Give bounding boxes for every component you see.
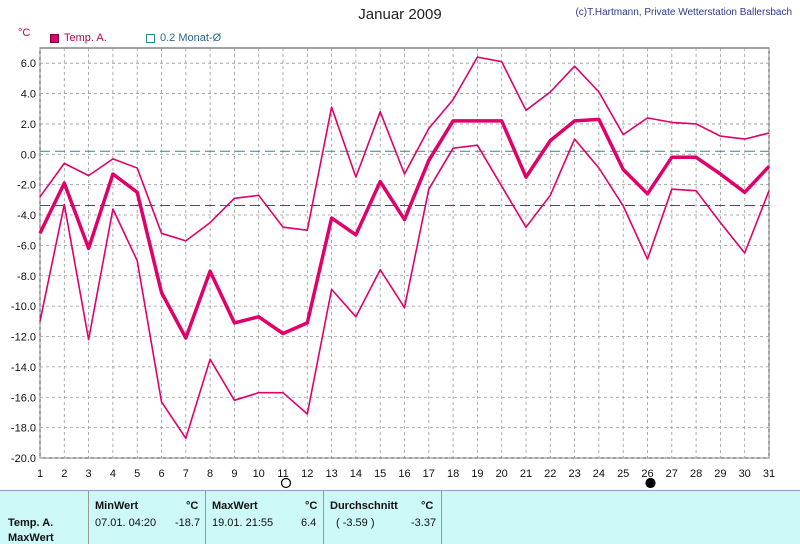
y-tick-label: -20.0	[11, 453, 36, 465]
x-tick-label: 12	[301, 468, 313, 480]
x-tick-label: 29	[714, 468, 726, 480]
x-tick-label: 7	[183, 468, 189, 480]
stats-divider	[205, 491, 206, 544]
y-tick-label: -8.0	[17, 271, 36, 283]
x-tick-label: 21	[520, 468, 532, 480]
new-moon-icon	[645, 477, 656, 489]
stats-row-sublabel: MaxWert	[8, 532, 54, 544]
y-tick-label: 2.0	[21, 119, 36, 131]
x-tick-label: 3	[86, 468, 92, 480]
stats-row-label: Temp. A.	[8, 517, 54, 529]
min-value: -18.7	[175, 517, 201, 529]
x-tick-label: 10	[253, 468, 265, 480]
x-tick-label: 22	[544, 468, 556, 480]
x-tick-label: 2	[61, 468, 67, 480]
avg-unit: °C	[421, 500, 434, 512]
x-tick-label: 16	[398, 468, 410, 480]
x-tick-label: 6	[158, 468, 164, 480]
min-header: MinWert	[95, 500, 139, 512]
y-tick-label: -12.0	[11, 332, 36, 344]
x-tick-label: 25	[617, 468, 629, 480]
x-tick-label: 26	[641, 468, 653, 480]
x-tick-label: 14	[350, 468, 362, 480]
legend-swatch-temp	[50, 33, 59, 43]
x-tick-label: 30	[739, 468, 751, 480]
x-tick-label: 18	[447, 468, 459, 480]
y-tick-label: -4.0	[17, 210, 36, 222]
x-tick-label: 4	[110, 468, 116, 480]
avg-paren-value: ( -3.59 )	[336, 517, 375, 529]
y-tick-label: 6.0	[21, 58, 36, 70]
stats-panel: Temp. A. MaxWert MinWert °C 07.01. 04:20…	[0, 490, 800, 544]
y-tick-label: -14.0	[11, 362, 36, 374]
x-tick-label: 24	[593, 468, 605, 480]
x-tick-label: 20	[496, 468, 508, 480]
y-tick-label: -16.0	[11, 392, 36, 404]
chart-title: Januar 2009	[358, 6, 442, 23]
stats-divider	[323, 491, 324, 544]
x-tick-label: 11	[277, 468, 288, 480]
y-tick-label: 0.0	[21, 149, 36, 161]
x-tick-label: 31	[763, 468, 775, 480]
x-tick-label: 19	[471, 468, 483, 480]
y-tick-label: -18.0	[11, 423, 36, 435]
max-time: 19.01. 21:55	[212, 517, 274, 529]
max-temperature-series	[39, 56, 770, 242]
y-tick-label: 4.0	[21, 89, 36, 101]
y-tick-label: -10.0	[11, 301, 36, 313]
temperature-chart: 1 2 3 4 5 6 7 8 9 10 11 12 13 14 15 16 17 18 19 20 21 22 23 24 2…	[11, 47, 775, 489]
min-time: 07.01. 04:20	[95, 517, 157, 529]
x-tick-label: 1	[37, 468, 43, 480]
legend-swatch-avg	[146, 33, 155, 43]
min-unit: °C	[186, 500, 199, 512]
avg-header: Durchschnitt	[330, 500, 398, 512]
x-tick-label: 15	[374, 468, 386, 480]
x-tick-label: 27	[666, 468, 678, 480]
min-temperature-series	[39, 138, 770, 440]
y-tick-label: -6.0	[17, 240, 36, 252]
legend-item-avg[interactable]: 0.2 Monat-Ø	[146, 32, 221, 44]
credit-text: (c)T.Hartmann, Private Wetterstation Bal…	[575, 7, 792, 18]
stats-divider	[88, 491, 89, 544]
legend-label-avg: 0.2 Monat-Ø	[160, 32, 222, 44]
x-tick-label: 8	[207, 468, 213, 480]
max-value: 6.4	[301, 517, 317, 529]
x-tick-label: 17	[423, 468, 435, 480]
y-tick-label: -2.0	[17, 180, 36, 192]
legend-label-temp: Temp. A.	[64, 32, 107, 44]
avg-value: -3.37	[411, 517, 437, 529]
x-tick-label: 5	[134, 468, 140, 480]
x-tick-label: 13	[325, 468, 337, 480]
avg-temperature-series	[38, 117, 771, 340]
x-tick-label: 28	[690, 468, 702, 480]
max-header: MaxWert	[212, 500, 258, 512]
y-axis-unit: °C	[18, 27, 31, 39]
x-tick-label: 23	[568, 468, 580, 480]
x-tick-label: 9	[231, 468, 237, 480]
full-moon-icon	[280, 477, 292, 489]
max-unit: °C	[305, 500, 318, 512]
stats-divider	[441, 491, 442, 544]
legend-item-temp[interactable]: Temp. A.	[50, 32, 107, 44]
